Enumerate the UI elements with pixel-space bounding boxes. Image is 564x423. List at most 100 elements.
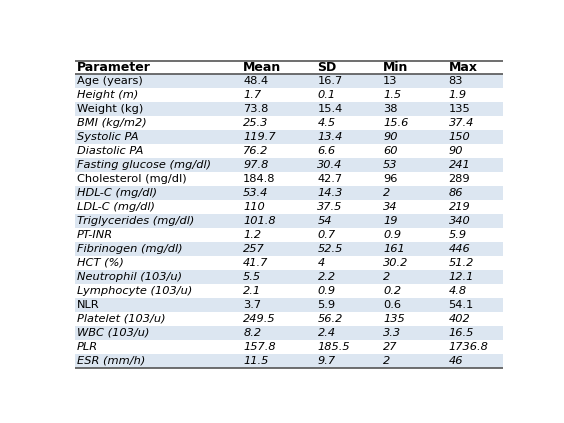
- Text: 257: 257: [243, 244, 265, 254]
- Text: 83: 83: [448, 77, 463, 86]
- Bar: [75, 340, 503, 354]
- Text: 150: 150: [448, 132, 470, 142]
- Bar: [75, 298, 503, 312]
- Text: Min: Min: [383, 61, 408, 74]
- Text: Parameter: Parameter: [77, 61, 151, 74]
- Text: 2.4: 2.4: [318, 328, 336, 338]
- Text: 90: 90: [448, 146, 463, 156]
- Bar: [75, 116, 503, 130]
- Text: 4: 4: [318, 258, 325, 268]
- Text: 446: 446: [448, 244, 470, 254]
- Text: 41.7: 41.7: [243, 258, 268, 268]
- Text: 5.9: 5.9: [318, 300, 336, 310]
- Text: 9.7: 9.7: [318, 356, 336, 365]
- Text: Mean: Mean: [243, 61, 281, 74]
- Text: 15.6: 15.6: [383, 118, 408, 128]
- Text: 135: 135: [448, 104, 470, 114]
- Text: 110: 110: [243, 202, 265, 212]
- Text: 0.2: 0.2: [383, 286, 401, 296]
- Bar: [75, 172, 503, 186]
- Bar: [75, 284, 503, 298]
- Text: 14.3: 14.3: [318, 188, 343, 198]
- Text: Platelet (103/u): Platelet (103/u): [77, 314, 166, 324]
- Text: 97.8: 97.8: [243, 160, 268, 170]
- Text: 42.7: 42.7: [318, 174, 342, 184]
- Text: 0.9: 0.9: [318, 286, 336, 296]
- Text: Cholesterol (mg/dl): Cholesterol (mg/dl): [77, 174, 187, 184]
- Text: 38: 38: [383, 104, 398, 114]
- Text: Triglycerides (mg/dl): Triglycerides (mg/dl): [77, 216, 195, 226]
- Text: 1.5: 1.5: [383, 91, 401, 100]
- Text: 25.3: 25.3: [243, 118, 268, 128]
- Text: 54: 54: [318, 216, 332, 226]
- Text: Weight (kg): Weight (kg): [77, 104, 143, 114]
- Text: 184.8: 184.8: [243, 174, 276, 184]
- Text: Lymphocyte (103/u): Lymphocyte (103/u): [77, 286, 192, 296]
- Text: SD: SD: [318, 61, 337, 74]
- Text: Fibrinogen (mg/dl): Fibrinogen (mg/dl): [77, 244, 183, 254]
- Text: BMI (kg/m2): BMI (kg/m2): [77, 118, 147, 128]
- Text: 37.4: 37.4: [448, 118, 474, 128]
- Text: PT-INR: PT-INR: [77, 230, 113, 240]
- Bar: [75, 228, 503, 242]
- Text: 4.8: 4.8: [448, 286, 467, 296]
- Text: 2: 2: [383, 356, 390, 365]
- Text: 13: 13: [383, 77, 398, 86]
- Bar: [75, 186, 503, 200]
- Bar: [75, 144, 503, 158]
- Text: 2.1: 2.1: [243, 286, 261, 296]
- Text: 96: 96: [383, 174, 398, 184]
- Text: 249.5: 249.5: [243, 314, 276, 324]
- Text: 5.5: 5.5: [243, 272, 261, 282]
- Text: 53: 53: [383, 160, 398, 170]
- Text: Systolic PA: Systolic PA: [77, 132, 139, 142]
- Bar: [75, 200, 503, 214]
- Text: 340: 340: [448, 216, 470, 226]
- Text: 46: 46: [448, 356, 463, 365]
- Text: 13.4: 13.4: [318, 132, 343, 142]
- Text: 5.9: 5.9: [448, 230, 467, 240]
- Bar: [75, 158, 503, 172]
- Text: PLR: PLR: [77, 342, 98, 352]
- Text: 1.7: 1.7: [243, 91, 261, 100]
- Text: LDL-C (mg/dl): LDL-C (mg/dl): [77, 202, 155, 212]
- Bar: [75, 312, 503, 326]
- Bar: [75, 74, 503, 88]
- Text: 0.9: 0.9: [383, 230, 401, 240]
- Text: 157.8: 157.8: [243, 342, 276, 352]
- Bar: [75, 270, 503, 284]
- Text: 241: 241: [448, 160, 470, 170]
- Text: 2.2: 2.2: [318, 272, 336, 282]
- Bar: [75, 88, 503, 102]
- Text: 30.4: 30.4: [318, 160, 343, 170]
- Text: 15.4: 15.4: [318, 104, 343, 114]
- Bar: [75, 242, 503, 256]
- Text: Neutrophil (103/u): Neutrophil (103/u): [77, 272, 182, 282]
- Text: 27: 27: [383, 342, 398, 352]
- Text: 2: 2: [383, 188, 390, 198]
- Text: 1.2: 1.2: [243, 230, 261, 240]
- Text: 0.1: 0.1: [318, 91, 336, 100]
- Text: 48.4: 48.4: [243, 77, 268, 86]
- Text: 60: 60: [383, 146, 398, 156]
- Text: 12.1: 12.1: [448, 272, 474, 282]
- Text: 185.5: 185.5: [318, 342, 350, 352]
- Text: 3.3: 3.3: [383, 328, 401, 338]
- Text: 1.9: 1.9: [448, 91, 467, 100]
- Text: 16.5: 16.5: [448, 328, 474, 338]
- Text: 161: 161: [383, 244, 405, 254]
- Text: 52.5: 52.5: [318, 244, 343, 254]
- Bar: [75, 130, 503, 144]
- Text: 37.5: 37.5: [318, 202, 343, 212]
- Bar: [75, 102, 503, 116]
- Text: 76.2: 76.2: [243, 146, 268, 156]
- Text: Max: Max: [448, 61, 478, 74]
- Text: 73.8: 73.8: [243, 104, 268, 114]
- Text: 30.2: 30.2: [383, 258, 408, 268]
- Text: WBC (103/u): WBC (103/u): [77, 328, 149, 338]
- Text: 219: 219: [448, 202, 470, 212]
- Text: Fasting glucose (mg/dl): Fasting glucose (mg/dl): [77, 160, 211, 170]
- Text: 2: 2: [383, 272, 390, 282]
- Text: 135: 135: [383, 314, 405, 324]
- Text: 1736.8: 1736.8: [448, 342, 488, 352]
